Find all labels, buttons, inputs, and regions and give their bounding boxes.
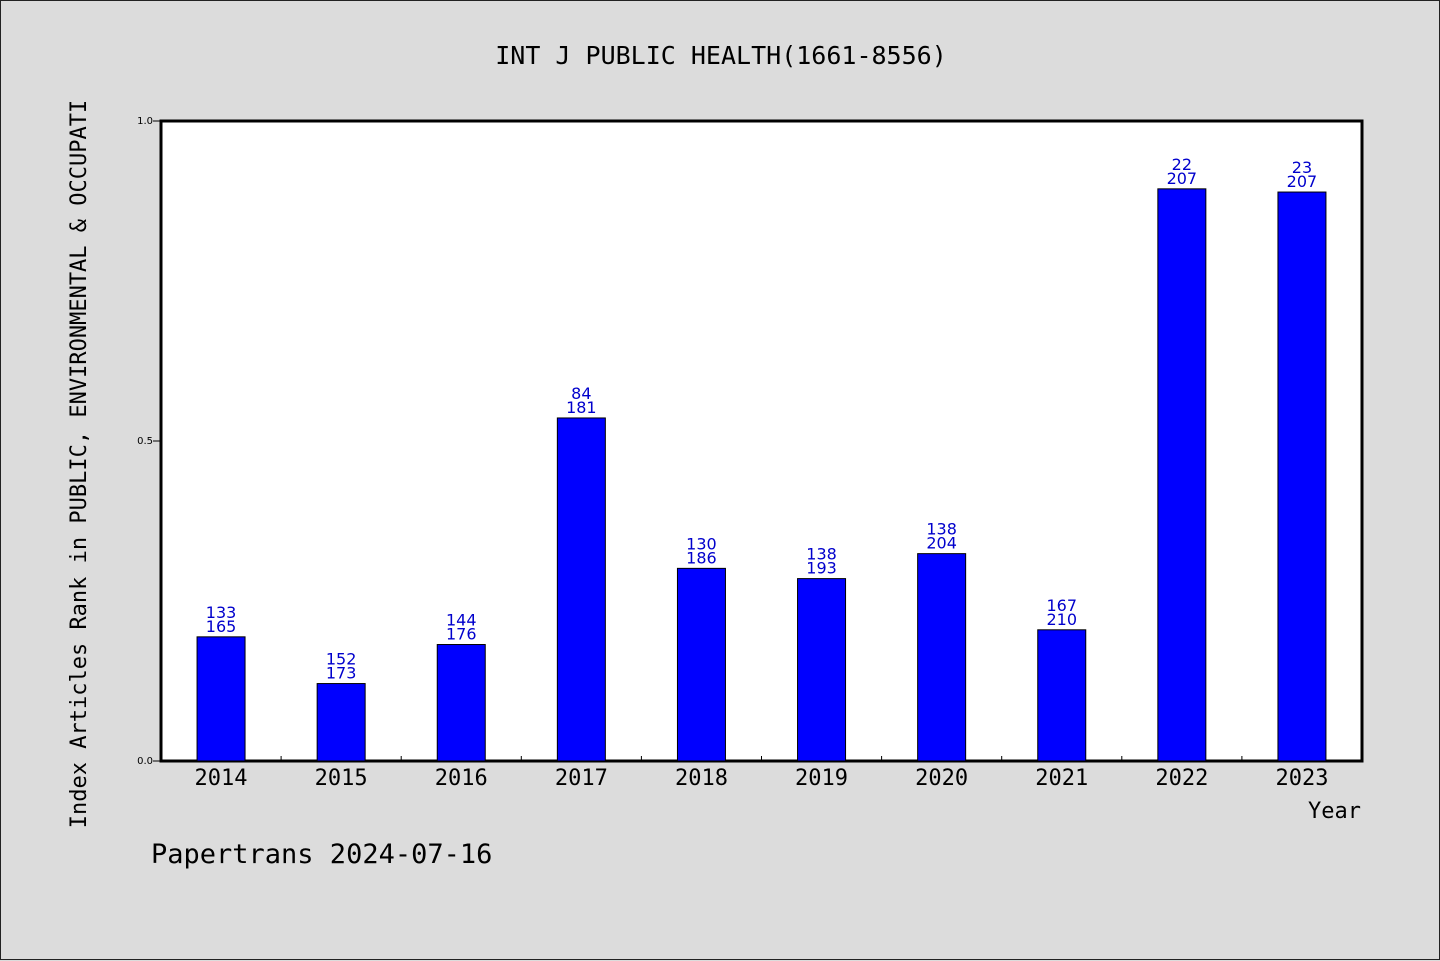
bar-total-label: 181 [566,398,597,417]
bar-rank-label: 167 [1046,596,1077,615]
bar-total-label: 210 [1046,610,1077,629]
x-tick-label: 2016 [435,766,488,791]
bar-total-label: 173 [326,664,357,683]
bar-total-label: 204 [926,534,957,553]
bar [1277,191,1327,762]
x-tick-label: 2022 [1155,766,1208,791]
bar-total-label: 176 [446,625,477,644]
x-tick-label: 2020 [915,766,968,791]
bar-rank-label: 133 [206,603,237,622]
bar-total-label: 186 [686,548,717,567]
bar [196,636,246,762]
bar-rank-label: 23 [1292,158,1312,177]
x-axis-label: Year [1308,799,1361,824]
bar-total-label: 165 [206,617,237,636]
bar [1037,629,1087,762]
y-tick-label: 1.0 [137,116,153,127]
bar [676,567,726,762]
y-axis-label: Index Articles Rank in PUBLIC, ENVIRONME… [67,100,92,828]
bar-rank-label: 144 [446,611,477,630]
bar-total-label: 193 [806,559,837,578]
bar-total-label: 207 [1287,172,1318,191]
bar-rank-label: 130 [686,534,717,553]
bar [316,683,366,762]
footer-credit: Papertrans 2024-07-16 [151,839,492,870]
x-tick-label: 2021 [1035,766,1088,791]
x-tick-label: 2017 [555,766,608,791]
bar [556,417,606,762]
bar-rank-label: 84 [571,384,591,403]
y-tick-label: 0.5 [137,436,153,447]
x-tick-label: 2015 [315,766,368,791]
y-tick-label: 0.0 [137,756,153,767]
chart-title: INT J PUBLIC HEALTH(1661-8556) [495,41,947,70]
x-tick-label: 2023 [1275,766,1328,791]
bar [917,553,967,762]
y-axis: 0.0 0.5 1.0 [137,116,161,767]
bar [1157,188,1207,762]
x-tick-label: 2014 [195,766,248,791]
bar-rank-label: 138 [806,545,837,564]
bar [797,578,847,762]
bar-rank-label: 138 [926,520,957,539]
x-axis: 2014 2015 2016 2017 2018 2019 2020 2021 2022 2023 [195,756,1328,791]
bar-rank-label: 152 [326,650,357,669]
x-tick-label: 2019 [795,766,848,791]
bar [436,644,486,762]
bar-total-label: 207 [1167,169,1198,188]
bar-rank-label: 22 [1172,155,1192,174]
x-tick-label: 2018 [675,766,728,791]
